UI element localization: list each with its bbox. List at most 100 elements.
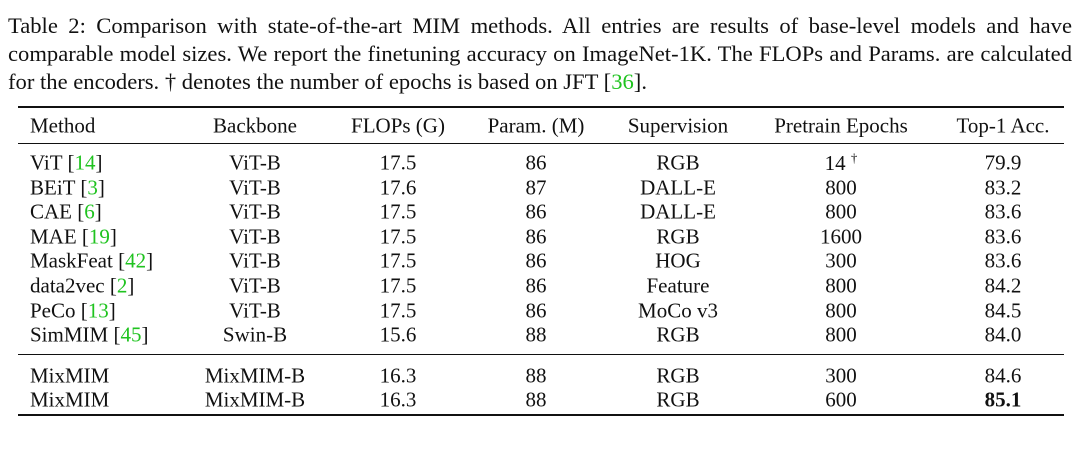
cell-text: 600 (825, 387, 857, 412)
cell: ViT-B (229, 175, 281, 200)
cell-text: 800 (825, 298, 857, 323)
cell: Swin-B (223, 323, 287, 348)
cell-text: 84.0 (984, 322, 1022, 347)
cell: 15.6 (380, 323, 417, 348)
cell: ViT-B (229, 151, 281, 176)
method-cell: MixMIM (30, 363, 109, 388)
cell-text: ViT-B (229, 248, 281, 273)
method-name: MixMIM (30, 387, 110, 412)
header-text: Method (30, 113, 96, 138)
cell-text: 87 (525, 175, 547, 200)
method-cell: ViT [14] (30, 151, 102, 176)
cell: RGB (656, 388, 699, 413)
cell-text: 88 (525, 322, 547, 347)
cell-text: MixMIM-B (204, 387, 306, 412)
method-cell: data2vec [2] (30, 274, 134, 299)
caption-text: ]. (633, 69, 647, 94)
cell-text: 16.3 (379, 363, 417, 388)
bracket: ] (141, 322, 149, 347)
cell-text: 17.5 (379, 199, 417, 224)
cell: 600 (825, 388, 857, 413)
cell-text: 14 (824, 151, 846, 175)
cell-text: 17.5 (379, 273, 417, 298)
cell-text: 86 (525, 273, 547, 298)
header-text: FLOPs (G) (351, 113, 445, 138)
cell: 86 (526, 249, 547, 274)
cell: 88 (526, 323, 547, 348)
cell: 86 (526, 151, 547, 176)
cell-text: 88 (525, 363, 547, 388)
cell: 84.2 (985, 274, 1022, 299)
citation: 3 (87, 175, 98, 200)
header-text: Supervision (627, 113, 729, 138)
cell: 16.3 (380, 363, 417, 388)
cell: 17.5 (380, 274, 417, 299)
cell: 300 (825, 363, 857, 388)
cell: Feature (647, 274, 710, 299)
cell-text: 800 (825, 199, 857, 224)
citation: 45 (120, 322, 142, 347)
cell: RGB (656, 323, 699, 348)
cell-text: MoCo v3 (638, 298, 718, 323)
citation: 36 (611, 69, 634, 94)
cell: ViT-B (229, 224, 281, 249)
citation: 19 (88, 224, 110, 249)
cell-text: 300 (825, 363, 857, 388)
cell: DALL-E (640, 200, 716, 225)
header-cell: Supervision (628, 114, 728, 139)
bracket: [ (80, 175, 88, 200)
bracket: [ (80, 298, 88, 323)
cell: 16.3 (380, 388, 417, 413)
bracket: ] (146, 248, 154, 273)
header-text: Backbone (213, 113, 297, 138)
cell: 17.5 (380, 249, 417, 274)
method-cell: MAE [19] (30, 224, 117, 249)
cell-text: ViT-B (229, 150, 281, 175)
cell-text: 83.2 (984, 175, 1022, 200)
method-name: MixMIM (30, 363, 110, 388)
header-text: Top-1 Acc. (956, 113, 1050, 138)
cell: 88 (526, 388, 547, 413)
cell-text: RGB (656, 150, 700, 175)
cell-text: 300 (825, 248, 857, 273)
cell-text: 86 (525, 298, 547, 323)
bracket: [ (77, 199, 85, 224)
bracket: ] (109, 224, 117, 249)
cell-text: 84.2 (984, 273, 1022, 298)
cell-text: 800 (825, 175, 857, 200)
cell: 84.0 (985, 323, 1022, 348)
method-name: SimMIM (30, 322, 109, 347)
cell-text: 17.5 (379, 150, 417, 175)
cell-text: MixMIM-B (204, 363, 306, 388)
cell: HOG (655, 249, 701, 274)
cell-text: ViT-B (229, 273, 281, 298)
cell-text: RGB (656, 322, 700, 347)
cell: ViT-B (229, 200, 281, 225)
cell-text: ViT-B (229, 175, 281, 200)
cell-text: 86 (525, 150, 547, 175)
cell: MixMIM-B (205, 363, 305, 388)
cell: 87 (526, 175, 547, 200)
header-cell: Method (30, 114, 95, 139)
cell-text: 800 (825, 322, 857, 347)
cell-text: 79.9 (984, 150, 1022, 175)
cell-text: 1600 (820, 224, 862, 249)
cell: ViT-B (229, 274, 281, 299)
cell: 300 (825, 249, 857, 274)
bracket: [ (118, 248, 126, 273)
cell: DALL-E (640, 175, 716, 200)
method-name: MAE (30, 224, 77, 249)
cell: 86 (526, 298, 547, 323)
cell-text: 88 (525, 387, 547, 412)
method-cell: BEiT [3] (30, 175, 105, 200)
method-name: data2vec (30, 273, 105, 298)
bracket: [ (109, 273, 117, 298)
citation: 13 (87, 298, 109, 323)
header-cell: FLOPs (G) (351, 114, 445, 139)
cell: 17.5 (380, 298, 417, 323)
cell-text: Feature (646, 273, 710, 298)
cell-text: 85.1 (984, 387, 1022, 412)
method-name: PeCo (30, 298, 76, 323)
method-name: ViT (30, 150, 63, 175)
cell: 17.6 (380, 175, 417, 200)
